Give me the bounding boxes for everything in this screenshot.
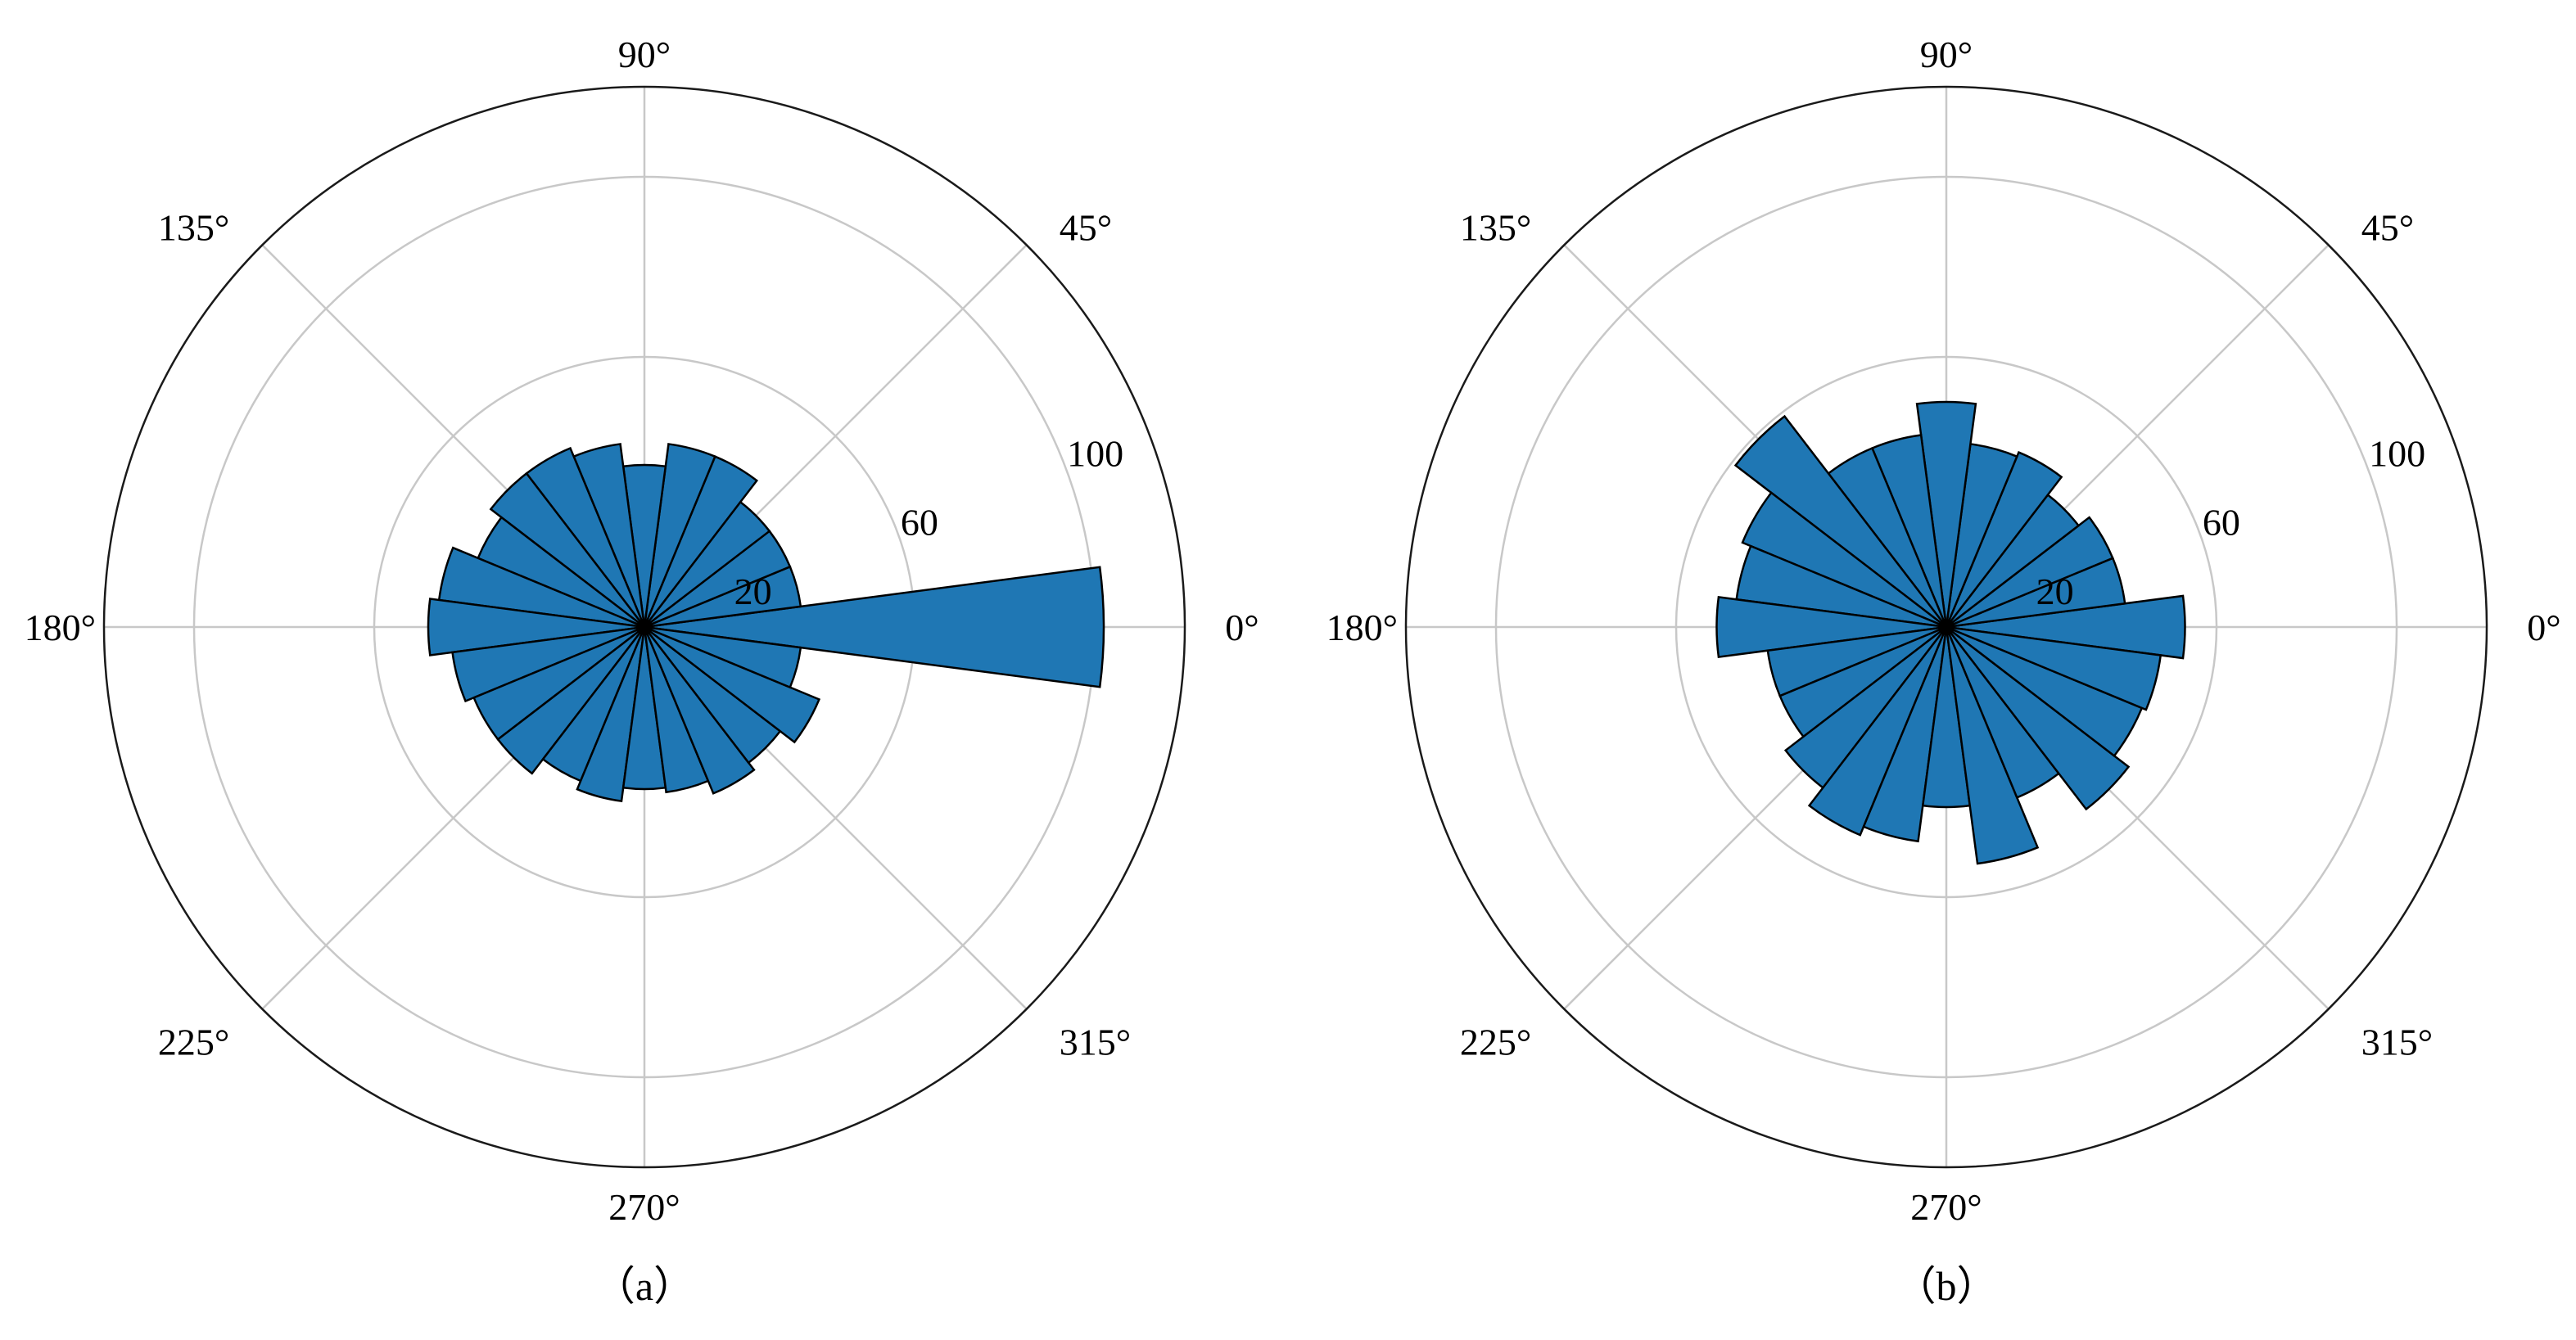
angle-tick-label-b-0: 0° [2527, 607, 2560, 648]
angle-labels-a: 0° 45° 90° 135° 180° 225° 270° 315° [25, 34, 1259, 1228]
polar-chart-b: 0° 45° 90° 135° 180° 225° 270° 315° 20 60 100 （b） [1326, 34, 2561, 1309]
radial-tick-label-a-0: 20 [734, 571, 772, 612]
bar-b-0 [1946, 594, 2186, 660]
angle-tick-label-a-2: 90° [618, 34, 671, 75]
bar-a-0 [644, 566, 1105, 688]
bar-b-150 [1741, 491, 1947, 629]
bar-b-30 [1946, 516, 2114, 629]
bar-a-330 [644, 625, 821, 744]
angle-tick-label-a-5: 225° [158, 1022, 229, 1063]
bar-a-300 [643, 626, 756, 795]
radial-tick-label-b-2: 100 [2369, 433, 2425, 475]
angle-tick-label-b-1: 45° [2361, 206, 2414, 248]
angle-tick-label-b-3: 135° [1460, 206, 1531, 248]
bar-b-180 [1715, 595, 1947, 659]
angle-tick-label-a-0: 0° [1225, 607, 1259, 648]
radial-tick-label-a-1: 60 [901, 502, 938, 544]
angle-tick-label-a-3: 135° [158, 206, 229, 248]
bar-b-240 [1807, 626, 1948, 837]
polar-chart-a: 0° 45° 90° 135° 180° 225° 270° 315° 20 60 100 （a） [25, 34, 1259, 1309]
bars-a [427, 443, 1105, 803]
bar-a-195 [451, 625, 645, 703]
bar-a-135 [489, 471, 645, 628]
angle-tick-label-a-4: 180° [25, 607, 96, 648]
angle-labels-b: 0° 45° 90° 135° 180° 225° 270° 315° [1326, 34, 2561, 1228]
bar-a-345 [644, 625, 802, 689]
bar-b-345 [1946, 625, 2162, 711]
bar-b-285 [1945, 626, 2040, 865]
bar-a-75 [643, 443, 716, 628]
radial-labels-b: 20 60 100 [2036, 433, 2426, 612]
bar-a-225 [496, 626, 645, 775]
angle-tick-label-b-2: 90° [1920, 34, 1973, 75]
angle-tick-label-a-1: 45° [1060, 206, 1112, 248]
angle-tick-label-b-6: 270° [1910, 1186, 1982, 1228]
angle-tick-label-a-6: 270° [608, 1186, 680, 1228]
bar-a-180 [427, 598, 645, 656]
angle-tick-label-b-7: 315° [2361, 1022, 2433, 1063]
bar-b-60 [1945, 450, 2063, 628]
radial-tick-label-a-2: 100 [1067, 433, 1123, 475]
angle-tick-label-b-5: 225° [1460, 1022, 1531, 1063]
angle-tick-label-b-4: 180° [1326, 607, 1398, 648]
bar-b-135 [1733, 414, 1947, 628]
polar-frame-a [102, 85, 1186, 1169]
bar-a-255 [576, 626, 646, 803]
bar-b-255 [1862, 626, 1948, 843]
polar-frame-b [1404, 85, 2488, 1169]
bar-b-90 [1915, 400, 1977, 628]
bar-b-315 [1946, 626, 2131, 811]
bars-b [1715, 400, 2186, 865]
radial-tick-label-b-1: 60 [2203, 502, 2240, 544]
caption-b: （b） [1896, 1263, 1998, 1309]
caption-a: （a） [594, 1263, 694, 1309]
angle-tick-label-a-7: 315° [1060, 1022, 1131, 1063]
radial-labels-a: 20 60 100 [734, 433, 1124, 612]
radial-tick-label-b-0: 20 [2036, 571, 2074, 612]
